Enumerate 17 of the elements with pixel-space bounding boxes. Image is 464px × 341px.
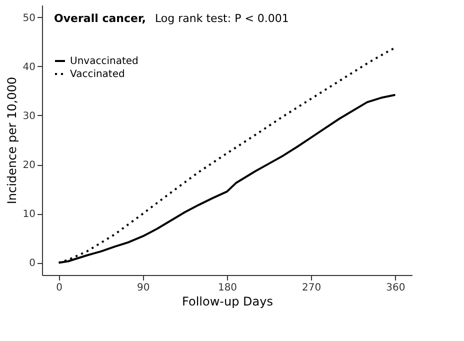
y-tick-label: 30 (22, 110, 36, 122)
y-tick-label: 20 (22, 160, 36, 172)
legend-label: Vaccinated (70, 69, 125, 80)
x-axis-title: Follow-up Days (182, 294, 273, 308)
text: Log rank test: P < 0.001 (155, 12, 289, 25)
x-tick-label: 0 (56, 282, 63, 294)
y-axis-title: Incidence per 10,000 (4, 76, 19, 204)
y-tick-label: 10 (22, 209, 36, 220)
x-tick-label: 180 (218, 282, 238, 294)
legend-label: Unvaccinated (70, 56, 138, 67)
y-tick-label: 40 (22, 62, 36, 73)
y-tick-label: 0 (29, 258, 36, 270)
x-tick-label: 360 (386, 282, 406, 294)
y-tick-label: 50 (22, 12, 36, 24)
x-tick-label: 270 (302, 282, 322, 294)
text: Overall cancer, (54, 12, 146, 25)
x-tick-label: 90 (137, 282, 150, 294)
